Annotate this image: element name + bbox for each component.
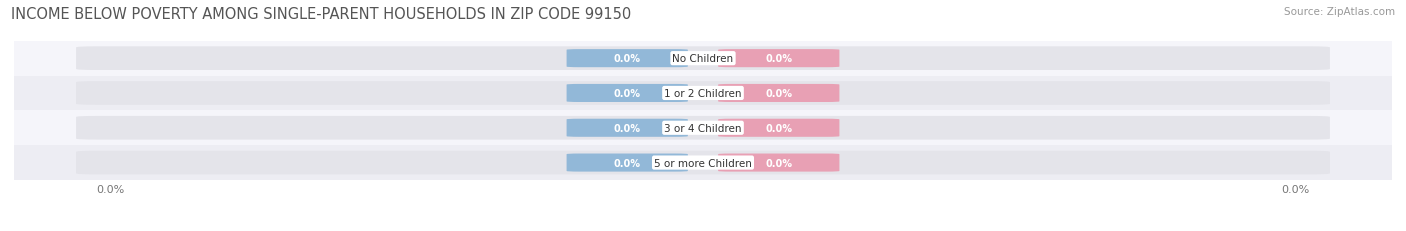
Bar [14, 76, 1392, 111]
FancyBboxPatch shape [567, 154, 688, 172]
Text: No Children: No Children [672, 54, 734, 64]
Text: 0.0%: 0.0% [613, 158, 641, 168]
FancyBboxPatch shape [718, 119, 839, 137]
Text: 0.0%: 0.0% [765, 88, 793, 99]
Text: 0.0%: 0.0% [1281, 184, 1309, 194]
Text: 0.0%: 0.0% [613, 88, 641, 99]
Legend: Single Father, Single Mother: Single Father, Single Mother [610, 229, 796, 231]
FancyBboxPatch shape [567, 119, 688, 137]
Text: 0.0%: 0.0% [765, 54, 793, 64]
Text: 0.0%: 0.0% [97, 184, 125, 194]
FancyBboxPatch shape [76, 116, 1330, 140]
FancyBboxPatch shape [76, 82, 1330, 105]
FancyBboxPatch shape [76, 47, 1330, 71]
FancyBboxPatch shape [718, 50, 839, 68]
Text: 3 or 4 Children: 3 or 4 Children [664, 123, 742, 133]
Bar [14, 111, 1392, 146]
Text: 0.0%: 0.0% [613, 123, 641, 133]
Text: INCOME BELOW POVERTY AMONG SINGLE-PARENT HOUSEHOLDS IN ZIP CODE 99150: INCOME BELOW POVERTY AMONG SINGLE-PARENT… [11, 7, 631, 22]
FancyBboxPatch shape [76, 151, 1330, 175]
Text: 0.0%: 0.0% [613, 54, 641, 64]
Bar [14, 146, 1392, 180]
Text: 0.0%: 0.0% [765, 123, 793, 133]
Text: 0.0%: 0.0% [765, 158, 793, 168]
Text: 5 or more Children: 5 or more Children [654, 158, 752, 168]
FancyBboxPatch shape [718, 85, 839, 103]
FancyBboxPatch shape [567, 85, 688, 103]
Text: 1 or 2 Children: 1 or 2 Children [664, 88, 742, 99]
FancyBboxPatch shape [567, 50, 688, 68]
Text: Source: ZipAtlas.com: Source: ZipAtlas.com [1284, 7, 1395, 17]
Bar [14, 42, 1392, 76]
FancyBboxPatch shape [718, 154, 839, 172]
